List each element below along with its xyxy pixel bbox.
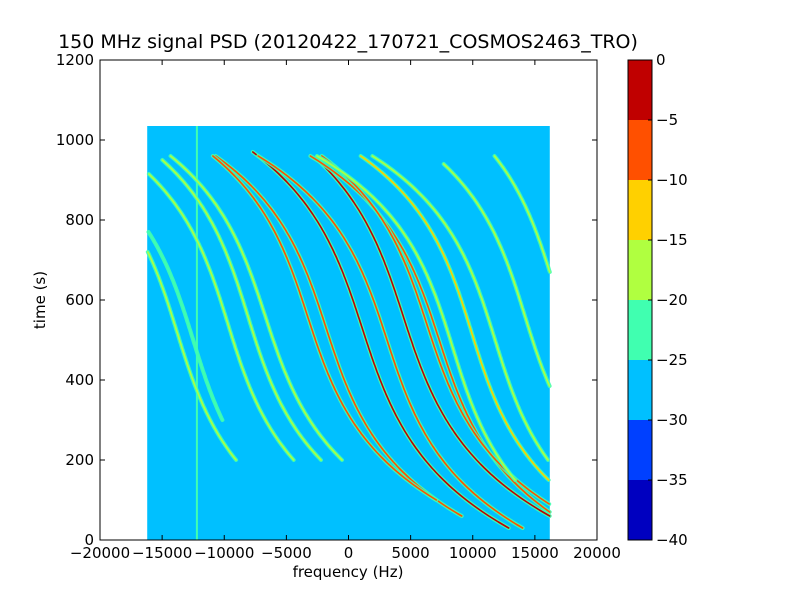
colorbar: 0 −5 −10 −15 −20 −25 −30 −35 −40: [627, 51, 688, 549]
colorbar-tick-label: −35: [656, 471, 688, 489]
colorbar-tick-label: −15: [656, 231, 688, 249]
signal-trace: [320, 155, 551, 505]
colorbar-tick-label: −20: [656, 291, 688, 309]
chart-title: 150 MHz signal PSD (20120422_170721_COSM…: [58, 31, 638, 53]
x-tick-label: −5000: [261, 544, 312, 562]
colorbar-tick-label: −10: [656, 171, 688, 189]
signal-trace: [316, 159, 551, 517]
y-tick-label: 400: [65, 371, 94, 389]
colorbar-band: [628, 240, 652, 300]
psd-background: [147, 126, 550, 540]
colorbar-band: [628, 180, 652, 240]
colorbar-band: [628, 420, 652, 480]
signal-trace: [214, 155, 463, 517]
signal-trace: [212, 155, 438, 501]
colorbar-band: [628, 360, 652, 420]
x-tick-label: 10000: [449, 544, 497, 562]
colorbar-band: [628, 300, 652, 360]
y-tick-label: 1000: [56, 131, 94, 149]
signal-trace: [442, 163, 551, 387]
colorbar-tick-label: −40: [656, 531, 688, 549]
colorbar-ticks: 0 −5 −10 −15 −20 −25 −30 −35 −40: [648, 51, 688, 549]
x-tick-label: 0: [344, 544, 354, 562]
plot-frame: [99, 59, 598, 541]
x-tick-label: −20000: [70, 544, 130, 562]
y-tick-label: 600: [65, 291, 94, 309]
y-tick-label: 200: [65, 451, 94, 469]
signal-trace: [169, 155, 343, 461]
x-tick-label: −15000: [132, 544, 192, 562]
signal-trace: [493, 155, 551, 273]
x-axis-label: frequency (Hz): [293, 563, 404, 581]
y-axis-ticks: 0 200 400 600 800 1000 1200: [56, 51, 597, 549]
signal-trace: [148, 173, 295, 461]
colorbar-band: [628, 60, 652, 120]
signal-trace: [316, 155, 517, 481]
y-tick-label: 800: [65, 211, 94, 229]
x-tick-label: 15000: [511, 544, 559, 562]
colorbar-bands: [628, 60, 652, 540]
signal-trace: [147, 251, 237, 461]
colorbar-band: [628, 120, 652, 180]
colorbar-tick-label: 0: [656, 51, 666, 69]
colorbar-tick-label: −5: [656, 111, 678, 129]
signal-trace: [252, 151, 510, 529]
psd-heatmap: [145, 126, 552, 540]
x-tick-label: 5000: [392, 544, 430, 562]
signal-trace: [371, 155, 549, 461]
y-tick-label: 0: [84, 531, 94, 549]
plot-area: −20000 −15000 −10000 −5000 0 5000 10000 15000 20…: [56, 51, 621, 562]
signal-trace: [147, 231, 224, 421]
colorbar-tick-label: −30: [656, 411, 688, 429]
colorbar-tick-label: −25: [656, 351, 688, 369]
signal-trace: [359, 155, 550, 481]
x-tick-label: 20000: [573, 544, 621, 562]
y-axis-label: time (s): [31, 271, 49, 329]
x-axis-ticks: −20000 −15000 −10000 −5000 0 5000 10000 15000 20…: [70, 60, 621, 562]
signal-trace: [257, 155, 524, 529]
colorbar-band: [628, 480, 652, 540]
signal-trace: [161, 159, 322, 461]
y-tick-label: 1200: [56, 51, 94, 69]
x-tick-label: −10000: [194, 544, 254, 562]
